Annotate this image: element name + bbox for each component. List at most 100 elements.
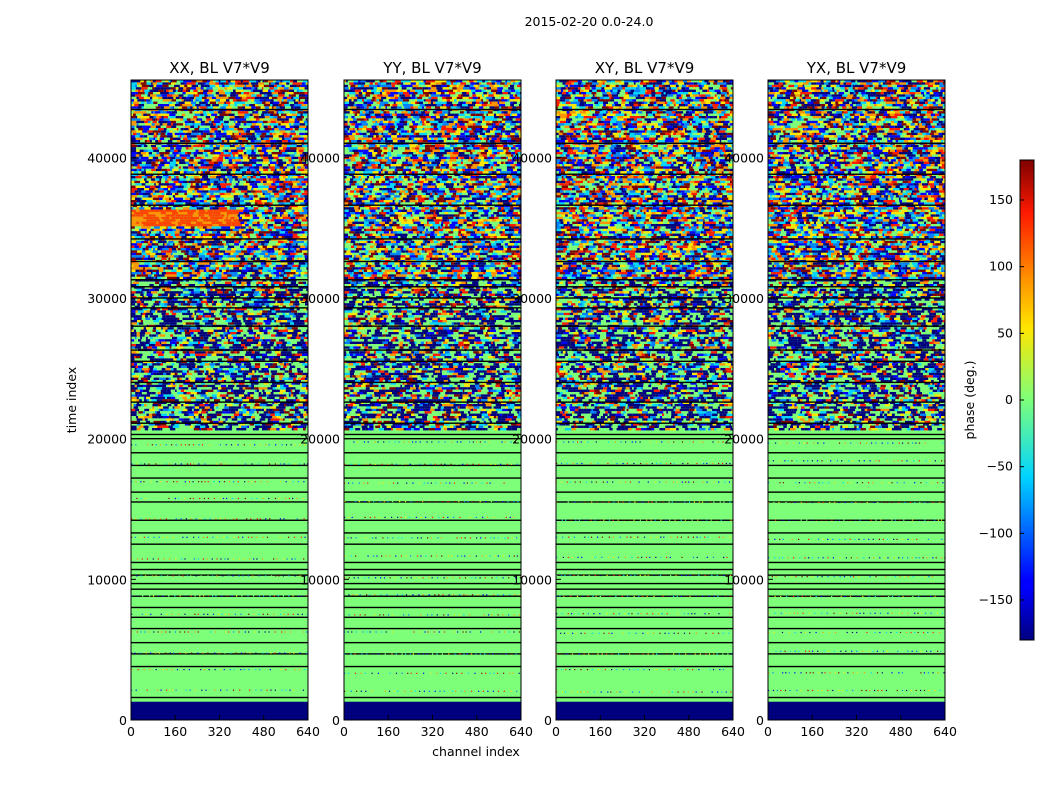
data-cell bbox=[247, 121, 253, 123]
data-cell bbox=[281, 272, 284, 274]
data-cell bbox=[142, 243, 148, 245]
data-cell bbox=[207, 289, 210, 291]
data-cell bbox=[174, 291, 180, 293]
data-cell bbox=[195, 190, 198, 192]
data-cell bbox=[248, 157, 250, 159]
data-cell bbox=[227, 212, 233, 214]
data-cell bbox=[267, 342, 269, 344]
data-cell bbox=[304, 130, 309, 132]
data-cell bbox=[256, 334, 258, 336]
data-cell bbox=[227, 181, 230, 183]
data-cell bbox=[235, 157, 238, 159]
data-cell bbox=[262, 313, 268, 315]
data-cell bbox=[136, 214, 138, 216]
data-cell bbox=[236, 121, 238, 123]
data-cell bbox=[158, 140, 161, 142]
data-cell bbox=[184, 262, 189, 264]
data-cell bbox=[299, 224, 301, 226]
data-cell bbox=[244, 320, 246, 322]
data-cell bbox=[264, 337, 270, 339]
data-cell bbox=[137, 123, 139, 125]
data-cell bbox=[230, 94, 236, 96]
data-cell bbox=[297, 147, 301, 149]
data-cell bbox=[226, 217, 228, 219]
data-cell bbox=[255, 258, 257, 260]
data-cell bbox=[221, 171, 227, 173]
data-cell bbox=[241, 145, 244, 147]
data-cell bbox=[165, 147, 170, 149]
data-cell bbox=[261, 262, 264, 264]
data-cell bbox=[232, 255, 236, 257]
data-cell bbox=[151, 226, 154, 228]
data-cell bbox=[167, 190, 170, 192]
data-cell bbox=[148, 171, 154, 173]
data-cell bbox=[209, 82, 215, 84]
data-cell bbox=[136, 118, 141, 120]
data-cell bbox=[290, 310, 292, 312]
data-cell bbox=[203, 315, 205, 317]
data-cell bbox=[246, 265, 248, 267]
data-cell bbox=[231, 138, 233, 140]
data-cell bbox=[176, 87, 179, 89]
data-cell bbox=[161, 250, 163, 252]
data-cell bbox=[235, 178, 238, 180]
data-cell bbox=[239, 253, 244, 255]
data-cell bbox=[255, 320, 259, 322]
data-cell bbox=[174, 241, 176, 243]
data-cell bbox=[150, 310, 152, 312]
data-cell bbox=[169, 248, 172, 250]
data-cell bbox=[270, 133, 272, 135]
data-cell bbox=[185, 250, 188, 252]
data-cell bbox=[136, 219, 142, 221]
data-cell bbox=[258, 140, 261, 142]
data-cell bbox=[131, 87, 136, 89]
data-cell bbox=[290, 176, 293, 178]
data-cell bbox=[155, 154, 160, 156]
data-cell bbox=[280, 186, 283, 188]
data-cell bbox=[170, 258, 173, 260]
data-cell bbox=[246, 85, 252, 87]
data-cell bbox=[196, 253, 199, 255]
data-cell bbox=[153, 322, 159, 324]
data-cell bbox=[172, 94, 178, 96]
data-cell bbox=[294, 248, 296, 250]
data-cell bbox=[281, 291, 287, 293]
data-cell bbox=[195, 202, 200, 204]
data-cell bbox=[289, 234, 293, 236]
data-cell bbox=[243, 183, 249, 185]
data-cell bbox=[186, 87, 190, 89]
data-cell bbox=[140, 342, 145, 344]
data-cell bbox=[195, 99, 199, 101]
data-cell bbox=[239, 200, 244, 202]
data-cell bbox=[222, 176, 226, 178]
data-cell bbox=[177, 327, 181, 329]
data-cell bbox=[185, 301, 187, 303]
data-cell bbox=[230, 217, 232, 219]
data-cell bbox=[241, 123, 244, 125]
data-cell bbox=[217, 327, 222, 329]
data-cell bbox=[230, 104, 234, 106]
data-cell bbox=[152, 99, 158, 101]
data-cell bbox=[159, 289, 162, 291]
data-cell bbox=[207, 200, 211, 202]
data-cell bbox=[300, 92, 305, 94]
data-cell bbox=[203, 303, 206, 305]
data-cell bbox=[151, 193, 154, 195]
data-cell bbox=[223, 150, 225, 152]
data-cell bbox=[136, 222, 139, 224]
data-cell bbox=[179, 234, 184, 236]
data-cell bbox=[236, 339, 242, 341]
data-cell bbox=[226, 195, 230, 197]
data-cell bbox=[149, 152, 152, 154]
data-cell bbox=[278, 246, 284, 248]
data-cell bbox=[212, 298, 214, 300]
data-cell bbox=[259, 270, 263, 272]
data-cell bbox=[137, 97, 139, 99]
data-cell bbox=[158, 332, 161, 334]
data-cell bbox=[159, 320, 164, 322]
data-cell bbox=[257, 193, 260, 195]
data-cell bbox=[131, 284, 136, 286]
data-cell bbox=[247, 176, 250, 178]
data-cell bbox=[269, 195, 274, 197]
data-cell bbox=[210, 210, 213, 212]
